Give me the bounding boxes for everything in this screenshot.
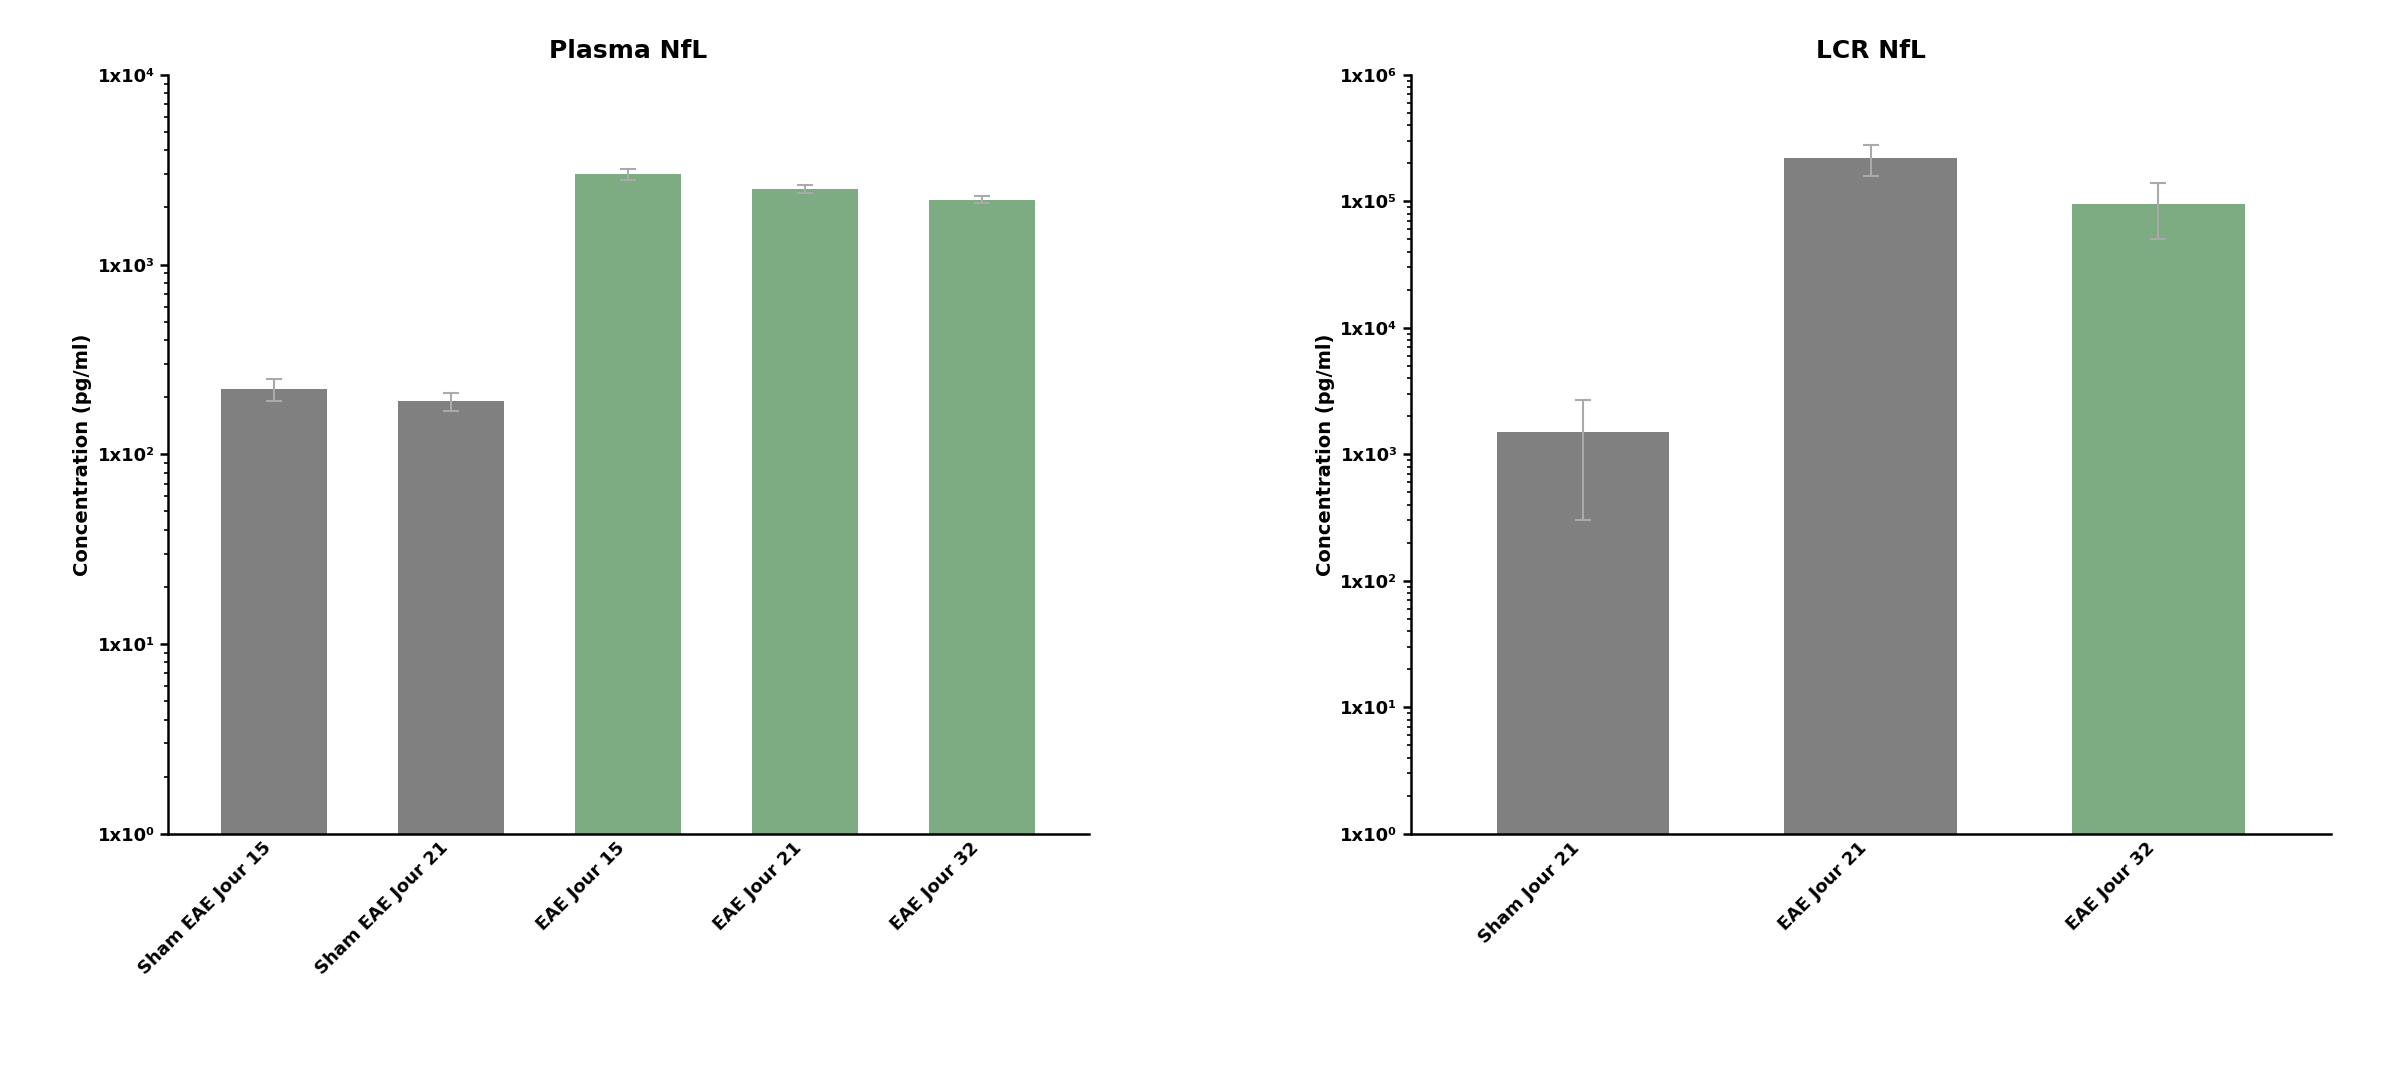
Y-axis label: Concentration (pg/ml): Concentration (pg/ml) [1317, 334, 1334, 575]
Bar [574, 174, 682, 1069]
Title: LCR NfL: LCR NfL [1817, 40, 1925, 63]
Bar [752, 189, 858, 1069]
Title: Plasma NfL: Plasma NfL [550, 40, 706, 63]
Bar [1785, 158, 1956, 1069]
Bar [399, 402, 505, 1069]
Bar [1497, 432, 1670, 1069]
Bar [221, 389, 327, 1069]
Y-axis label: Concentration (pg/ml): Concentration (pg/ml) [74, 334, 91, 575]
Bar [2071, 204, 2244, 1069]
Bar [930, 200, 1036, 1069]
